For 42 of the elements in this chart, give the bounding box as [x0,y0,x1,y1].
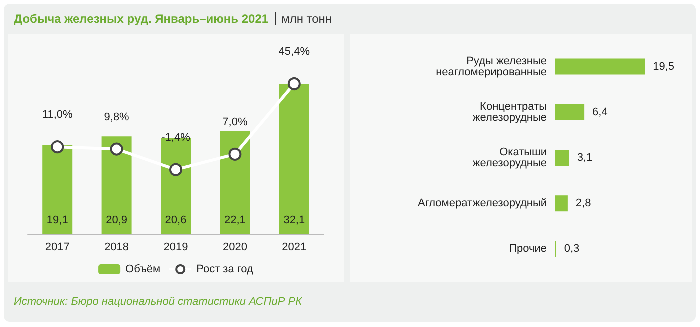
bar [102,136,132,234]
text: Источник: Бюро национальной статистики АСПиР РК [14,296,302,308]
point [228,148,242,161]
point [170,163,182,176]
data-label: 20,6 [165,214,187,226]
point [110,142,124,156]
data-label: 3,1 [577,152,593,164]
x-tick-label: 2017 [45,242,70,254]
data-label: 7,0% [222,116,248,128]
bar [42,145,73,234]
data-label: 22,1 [224,214,246,226]
data-label: 9,8% [104,111,130,124]
bar [279,84,310,234]
x-tick-label: 2018 [104,242,130,254]
x-tick-label: 2021 [282,242,307,254]
bar [555,196,568,212]
data-label: 0,3 [564,243,580,256]
data-label: 19,5 [653,60,674,73]
chart-title: Добыча железных руд. Январь–июнь 2021 [14,12,269,26]
data-label: 32,1 [284,214,306,226]
data-label: 20,9 [106,214,128,226]
data-label: 11,0% [42,109,74,122]
data-label: 2,8 [576,198,592,210]
point [288,78,301,90]
bar [555,104,585,120]
bar [555,58,646,75]
chart-subtitle: млн тонн [282,12,332,26]
y-tick-label: Агломератжелезорудный [418,198,547,210]
y-tick-label: Концентраты железорудные [472,100,548,124]
legend-label: Объём [126,264,161,276]
y-tick-label: Окатыши железорудные [472,146,547,170]
data-label: 6,4 [592,106,608,118]
x-tick-label: 2019 [164,242,188,254]
data-label: 45,4% [278,46,310,58]
y-tick-label: Руды железные неагломерированные [436,55,547,78]
x-tick-label: 2020 [222,242,248,254]
legend-label: Рост за год [196,264,254,276]
bar [555,150,570,166]
bar [220,131,250,234]
point [51,140,64,154]
y-tick-label: Прочие [509,243,547,256]
data-label: 19,1 [46,214,68,226]
